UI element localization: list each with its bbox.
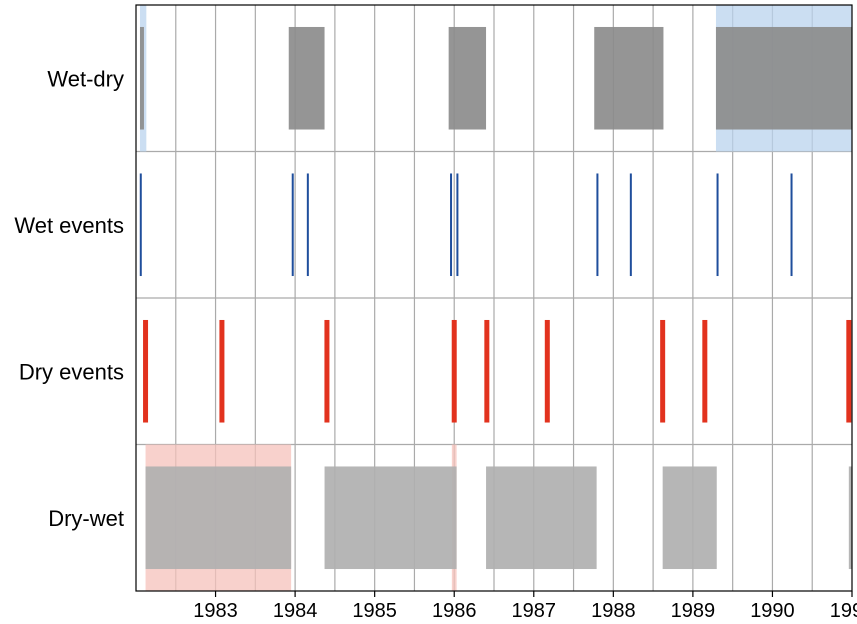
span-dry-wet xyxy=(324,466,457,570)
event-dry-events xyxy=(143,319,149,423)
event-wet-events xyxy=(291,173,294,277)
span-wet-dry xyxy=(288,26,325,130)
span-dry-wet xyxy=(848,466,852,570)
event-wet-events xyxy=(456,173,459,277)
event-dry-events xyxy=(219,319,225,423)
x-tick-label: 1988 xyxy=(591,600,636,622)
event-wet-events xyxy=(450,173,453,277)
x-tick-label: 1991 xyxy=(830,600,857,622)
event-dry-events xyxy=(702,319,708,423)
x-tick-label: 1984 xyxy=(273,600,318,622)
event-wet-events xyxy=(790,173,793,277)
event-wet-events xyxy=(139,173,142,277)
event-dry-events xyxy=(484,319,490,423)
row-label-wet-dry: Wet-dry xyxy=(47,66,124,91)
span-wet-dry xyxy=(139,26,144,130)
x-tick-label: 1990 xyxy=(750,600,795,622)
span-wet-dry xyxy=(448,26,487,130)
event-dry-events xyxy=(660,319,666,423)
x-tick-label: 1983 xyxy=(193,600,238,622)
event-wet-events xyxy=(629,173,632,277)
event-wet-events xyxy=(716,173,719,277)
x-tick-label: 1987 xyxy=(512,600,557,622)
event-dry-events xyxy=(324,319,330,423)
span-wet-dry xyxy=(594,26,664,130)
span-dry-wet xyxy=(145,466,292,570)
event-dry-events xyxy=(544,319,550,423)
row-label-dry-events: Dry events xyxy=(19,359,124,384)
label-layer: Wet-dry Wet events Dry events Dry-wet 1983 19… xyxy=(14,66,857,622)
span-dry-wet xyxy=(486,466,597,570)
x-tick-label: 1985 xyxy=(352,600,397,622)
span-dry-wet xyxy=(662,466,717,570)
event-dry-events xyxy=(451,319,457,423)
row-label-wet-events: Wet events xyxy=(14,213,124,238)
x-tick-label: 1986 xyxy=(432,600,477,622)
row-label-dry-wet: Dry-wet xyxy=(48,506,124,531)
mark-layer xyxy=(139,26,852,570)
event-wet-events xyxy=(306,173,309,277)
span-wet-dry xyxy=(715,26,852,130)
plot-frame xyxy=(135,4,853,592)
x-tick-label: 1989 xyxy=(671,600,716,622)
event-dry-events xyxy=(846,319,852,423)
event-wet-events xyxy=(596,173,599,277)
